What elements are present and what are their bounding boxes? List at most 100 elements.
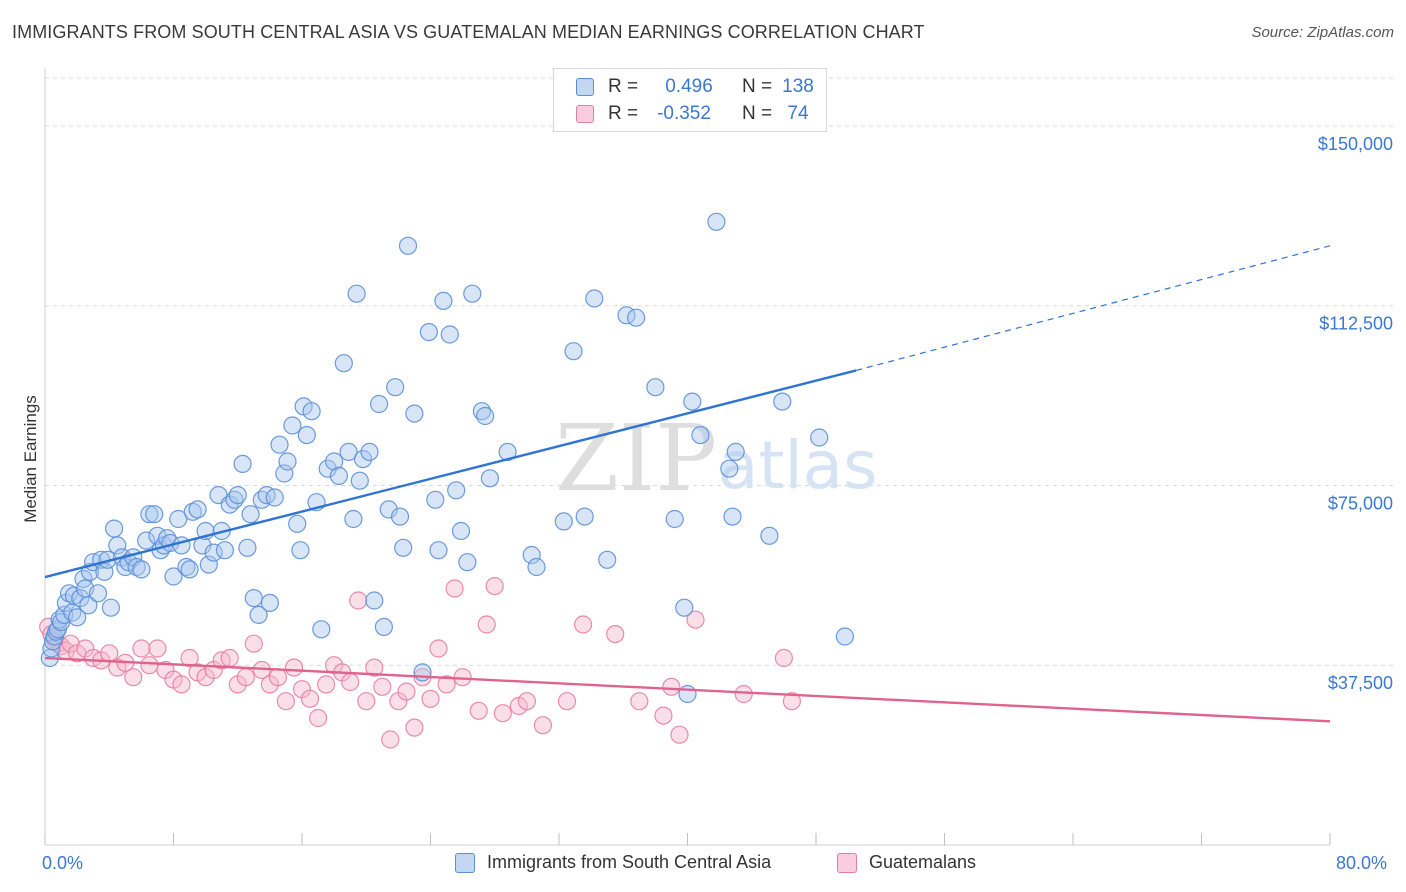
south-central-asia-point [325,452,344,471]
south-central-asia-point [270,435,289,454]
guatemalans-point [517,692,537,711]
south-central-asia-point [646,378,665,397]
guatemalans-point [686,610,705,629]
south-central-asia-point [172,536,191,555]
south-central-asia-point [405,404,424,423]
legend-n-value: 138 [782,76,814,97]
guatemalans-point [630,692,649,711]
south-central-asia-point [626,308,646,327]
south-central-asia-point [720,459,739,478]
south-central-asia-point [88,584,108,603]
south-central-asia-point [522,545,541,565]
guatemalans-point [774,648,794,668]
guatemalans-point [284,658,304,677]
south-central-asia-point [42,639,61,658]
south-central-asia-point [426,490,445,509]
legend-n-value: 74 [787,103,809,124]
south-central-asia-point [726,442,745,461]
legend-swatch-blue [576,78,594,96]
south-central-asia-point [260,593,279,613]
y-axis-label: Median Earnings [21,395,40,523]
south-central-asia-point [447,481,466,500]
south-central-asia-point [249,605,268,625]
south-central-asia-point [334,354,353,373]
watermark: ZIP atlas [555,405,878,512]
south-central-asia-point [233,454,252,473]
guatemalans-point [341,672,360,692]
south-central-asia-point [810,428,829,447]
south-central-asia-point [370,394,389,414]
guatemalans-point [268,668,287,687]
grid-layer [45,77,1395,666]
south-central-asia-point [169,509,188,529]
south-central-asia-point [723,507,742,526]
guatemalans-point [654,706,673,725]
guatemalans-point [381,730,400,749]
y-tick-labels: $37,500 $75,000 $112,500 $150,000 [1318,134,1393,693]
south-central-asia-point [67,608,87,627]
south-central-asia-point [707,212,726,231]
south-central-asia-point [104,519,124,538]
y-tick-label: $75,000 [1328,493,1393,513]
legend-row-south-central-asia: R = 0.496 N = 138 [576,74,818,100]
south-central-asia-point [283,416,302,435]
south-central-asia-point [575,507,594,526]
legend-r-label: R = [608,76,639,97]
south-central-asia-point [365,591,384,610]
guatemalans-point [373,677,392,696]
south-central-asia-point [379,500,398,519]
south-central-asia-point [480,469,499,488]
guatemalans-point [236,668,255,687]
guatemalans-point [429,639,448,658]
south-central-asia-point [360,442,379,461]
guatemalans-point [533,716,553,735]
south-central-asia-point [177,557,196,577]
south-central-asia-point [585,289,604,308]
guatemalans-point [140,656,159,675]
guatemalans-point [477,615,496,634]
guatemalans-point [172,675,191,694]
south-central-asia-point [458,553,477,572]
guatemalans-point [573,615,593,634]
guatemalans-point [220,648,239,668]
south-central-asia-point [678,684,697,704]
south-central-asia-trend-extension [856,245,1331,371]
guatemalans-point [782,692,802,711]
south-central-asia-point [675,598,694,617]
guatemalans-point [180,648,199,668]
south-central-asia-points [40,212,855,704]
south-central-asia-point [145,505,164,524]
south-central-asia-point [164,567,183,586]
series-swatch-blue [455,852,475,873]
guatemalans-point [148,639,167,658]
south-central-asia-point [598,550,617,569]
guatemalans-point [317,675,336,694]
south-central-asia-point [108,536,127,555]
south-central-asia-point [127,557,146,577]
guatemalans-trend-line [44,656,1331,723]
series-legend: Immigrants from South Central Asia Guate… [0,852,1406,878]
series-legend-label: Guatemalans [869,852,977,872]
series-legend-item-south-central-asia[interactable]: Immigrants from South Central Asia [455,852,771,873]
guatemalans-point [670,725,689,744]
south-central-asia-point [472,402,491,421]
south-central-asia-point [413,663,432,682]
guatemalans-point [485,576,504,596]
south-central-asia-point [302,402,321,421]
series-legend-item-guatemalans[interactable]: Guatemalans [837,852,976,873]
south-central-asia-point [390,507,410,526]
south-central-asia-point [691,426,710,445]
south-central-asia-point [297,426,316,445]
legend-r-value: 0.496 [665,76,713,97]
south-central-asia-point [244,588,263,608]
x-axis-min-label: 0.0% [42,853,84,873]
south-central-asia-point [394,538,413,557]
south-central-asia-point [350,471,369,490]
south-central-asia-point [95,562,114,581]
guatemalans-point [61,634,80,653]
south-central-asia-point [527,557,546,577]
watermark-zip: ZIP [555,405,717,512]
south-central-asia-point [199,555,218,574]
south-central-asia-point [275,464,294,483]
